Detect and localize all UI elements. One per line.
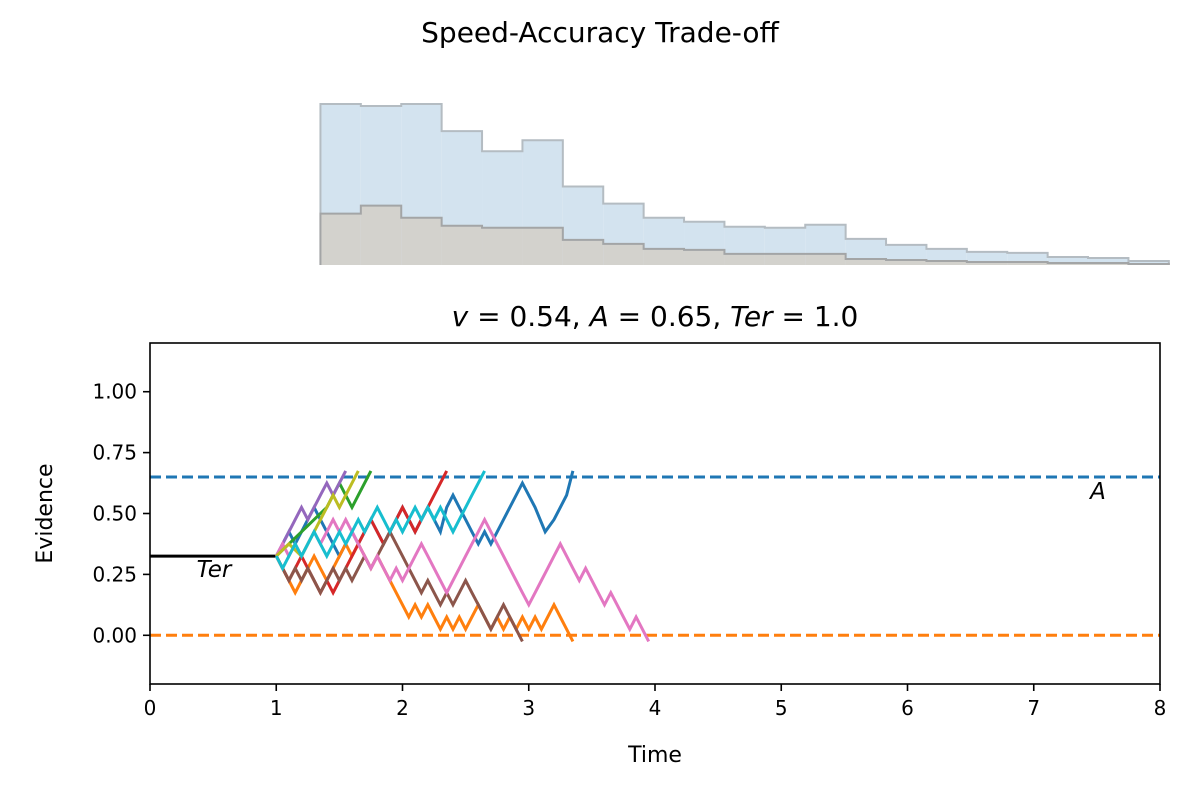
histogram-bar — [482, 227, 523, 265]
histogram-bar — [522, 227, 563, 265]
plot-frame — [149, 342, 1161, 685]
evidence-path-6 — [274, 516, 651, 643]
histogram-bar — [1007, 261, 1048, 265]
y-tick-label: 0.00 — [92, 623, 137, 647]
histogram-bar — [643, 248, 685, 265]
evidence-path-3 — [274, 470, 449, 596]
x-tick-label: 8 — [1154, 696, 1167, 720]
histogram-bar — [441, 225, 483, 265]
y-tick-label: 0.50 — [92, 502, 137, 526]
evidence-plot-panel: A Ter 0 1 2 3 4 5 6 7 8 0.00 0.25 0.50 0.75 1.00 Time Evi… — [33, 342, 1167, 768]
x-tick-label: 7 — [1027, 696, 1040, 720]
histogram-outline — [319, 204, 1170, 265]
histogram-bar — [1088, 262, 1129, 265]
subplot-title-part: = 0.54, — [468, 300, 589, 333]
x-tick-label: 1 — [270, 696, 283, 720]
threshold-annotation-a: A — [1088, 479, 1106, 505]
x-tick-label: 4 — [649, 696, 662, 720]
subplot-title-part: Ter — [730, 300, 774, 333]
histogram-bar — [1047, 262, 1089, 265]
histogram-series-1 — [319, 204, 1170, 265]
ter-annotation: Ter — [197, 557, 233, 583]
histogram-outline — [319, 103, 1170, 265]
evidence-path-7 — [275, 470, 360, 559]
y-tick-label: 1.00 — [92, 380, 137, 404]
histogram-bar — [1128, 260, 1169, 265]
x-axis-label: Time — [627, 743, 682, 768]
histogram-bar — [562, 239, 604, 265]
histogram-bar — [805, 253, 846, 265]
histogram-bar — [684, 249, 725, 265]
histogram-bar — [603, 243, 644, 265]
evidence-path-5 — [274, 528, 524, 643]
histogram-bar — [360, 205, 402, 265]
histogram-bar — [845, 258, 887, 265]
histogram-bar — [764, 253, 806, 265]
x-tick-label: 6 — [901, 696, 914, 720]
histogram-bar — [886, 259, 927, 265]
evidence-path-4 — [274, 470, 348, 557]
y-tick-label: 0.75 — [92, 441, 137, 465]
x-tick-label: 5 — [775, 696, 788, 720]
x-tick-label: 3 — [522, 696, 535, 720]
histogram-bar — [320, 213, 361, 265]
histogram-bar — [966, 261, 1008, 265]
x-tick-label: 0 — [144, 696, 157, 720]
y-tick-label: 0.25 — [92, 562, 137, 586]
histogram-bar — [1047, 256, 1089, 265]
subplot-title-part: A — [588, 300, 609, 333]
figure-suptitle: Speed-Accuracy Trade-off — [421, 16, 779, 49]
subplot-title-part: = 0.65, — [609, 300, 730, 333]
y-axis-label: Evidence — [33, 463, 58, 563]
subplot-title: v = 0.54, A = 0.65, Ter = 1.0 — [452, 300, 859, 333]
subplot-title-part: = 1.0 — [773, 300, 859, 333]
histogram-bar — [1088, 257, 1129, 265]
histogram-panel — [319, 103, 1170, 265]
evidence-path-1 — [274, 540, 575, 643]
x-tick-label: 2 — [396, 696, 409, 720]
evidence-paths — [274, 470, 651, 643]
histogram-bar — [926, 260, 967, 265]
histogram-bar — [401, 217, 442, 265]
evidence-path-8 — [274, 470, 486, 572]
subplot-title-part: v — [452, 300, 469, 333]
histogram-bar — [724, 253, 765, 265]
